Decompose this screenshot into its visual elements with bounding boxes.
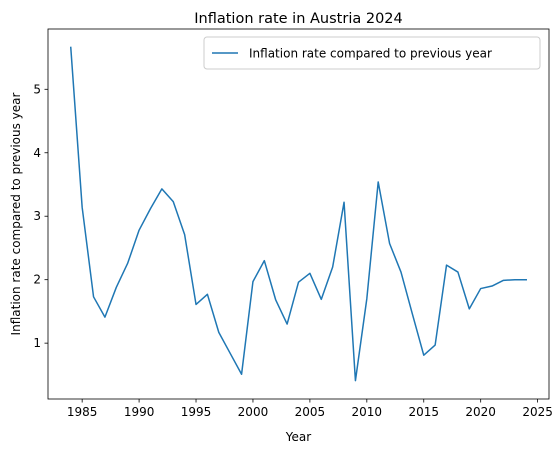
y-tick-label: 3 bbox=[33, 209, 41, 223]
plot-area bbox=[48, 29, 549, 399]
x-tick-label: 2000 bbox=[238, 405, 269, 419]
y-axis-label: Inflation rate compared to previous year bbox=[9, 92, 23, 335]
series-line bbox=[69, 46, 527, 382]
y-axis-ticks: 1 2 3 4 5 bbox=[33, 82, 48, 350]
legend-label: Inflation rate compared to previous year bbox=[249, 47, 492, 61]
x-tick-label: 2015 bbox=[408, 405, 439, 419]
x-tick-label: 1990 bbox=[124, 405, 155, 419]
x-axis-ticks: 1985 1990 1995 2000 2005 2010 2015 2020 2025 bbox=[67, 399, 553, 419]
legend: Inflation rate compared to previous year bbox=[203, 36, 541, 70]
y-tick-label: 1 bbox=[33, 336, 41, 350]
x-tick-label: 1985 bbox=[67, 405, 98, 419]
chart-title: Inflation rate in Austria 2024 bbox=[194, 11, 403, 27]
x-tick-label: 2020 bbox=[465, 405, 496, 419]
y-tick-label: 5 bbox=[33, 82, 41, 96]
plot-frame bbox=[47, 28, 550, 400]
x-tick-label: 2010 bbox=[352, 405, 383, 419]
legend-box bbox=[203, 36, 541, 70]
x-tick-label: 2025 bbox=[522, 405, 553, 419]
x-tick-label: 1995 bbox=[181, 405, 212, 419]
x-tick-label: 2005 bbox=[295, 405, 326, 419]
series-layer bbox=[69, 46, 527, 382]
y-tick-label: 2 bbox=[33, 273, 41, 287]
x-axis-label: Year bbox=[285, 430, 311, 444]
y-tick-label: 4 bbox=[33, 146, 41, 160]
